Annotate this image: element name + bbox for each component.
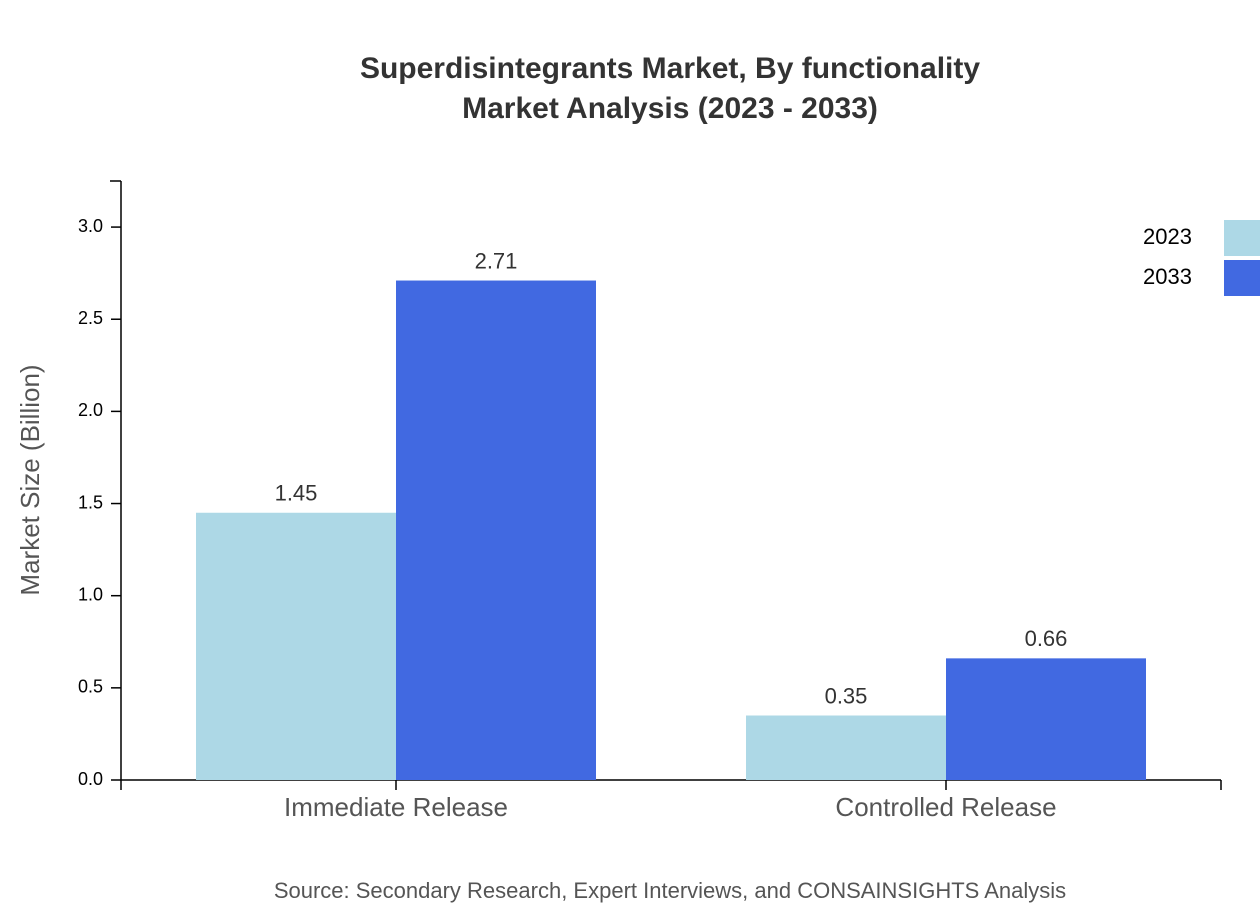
legend-swatch — [1224, 220, 1260, 256]
bar — [396, 280, 596, 780]
y-tick-label: 2.0 — [78, 400, 103, 420]
bar — [746, 715, 946, 780]
legend-label: 2023 — [1143, 224, 1192, 249]
y-tick-label: 1.5 — [78, 492, 103, 512]
y-tick-label: 1.0 — [78, 584, 103, 604]
bar — [946, 658, 1146, 780]
x-tick-label: Immediate Release — [284, 792, 508, 822]
value-label: 0.35 — [825, 683, 868, 708]
chart-title: Superdisintegrants Market, By functional… — [360, 52, 980, 85]
legend-swatch — [1224, 260, 1260, 296]
legend-label: 2033 — [1143, 264, 1192, 289]
chart-subtitle: Market Analysis (2023 - 2033) — [462, 92, 878, 125]
y-tick-label: 3.0 — [78, 216, 103, 236]
source-note: Source: Secondary Research, Expert Inter… — [274, 878, 1066, 903]
bar — [196, 512, 396, 780]
value-label: 1.45 — [275, 481, 318, 506]
y-tick-label: 0.5 — [78, 677, 103, 697]
value-label: 2.71 — [475, 248, 518, 273]
value-label: 0.66 — [1025, 626, 1068, 651]
y-axis-label: Market Size (Billion) — [15, 364, 45, 595]
y-tick-label: 0.0 — [78, 769, 103, 789]
x-tick-label: Controlled Release — [835, 792, 1056, 822]
y-tick-label: 2.5 — [78, 308, 103, 328]
